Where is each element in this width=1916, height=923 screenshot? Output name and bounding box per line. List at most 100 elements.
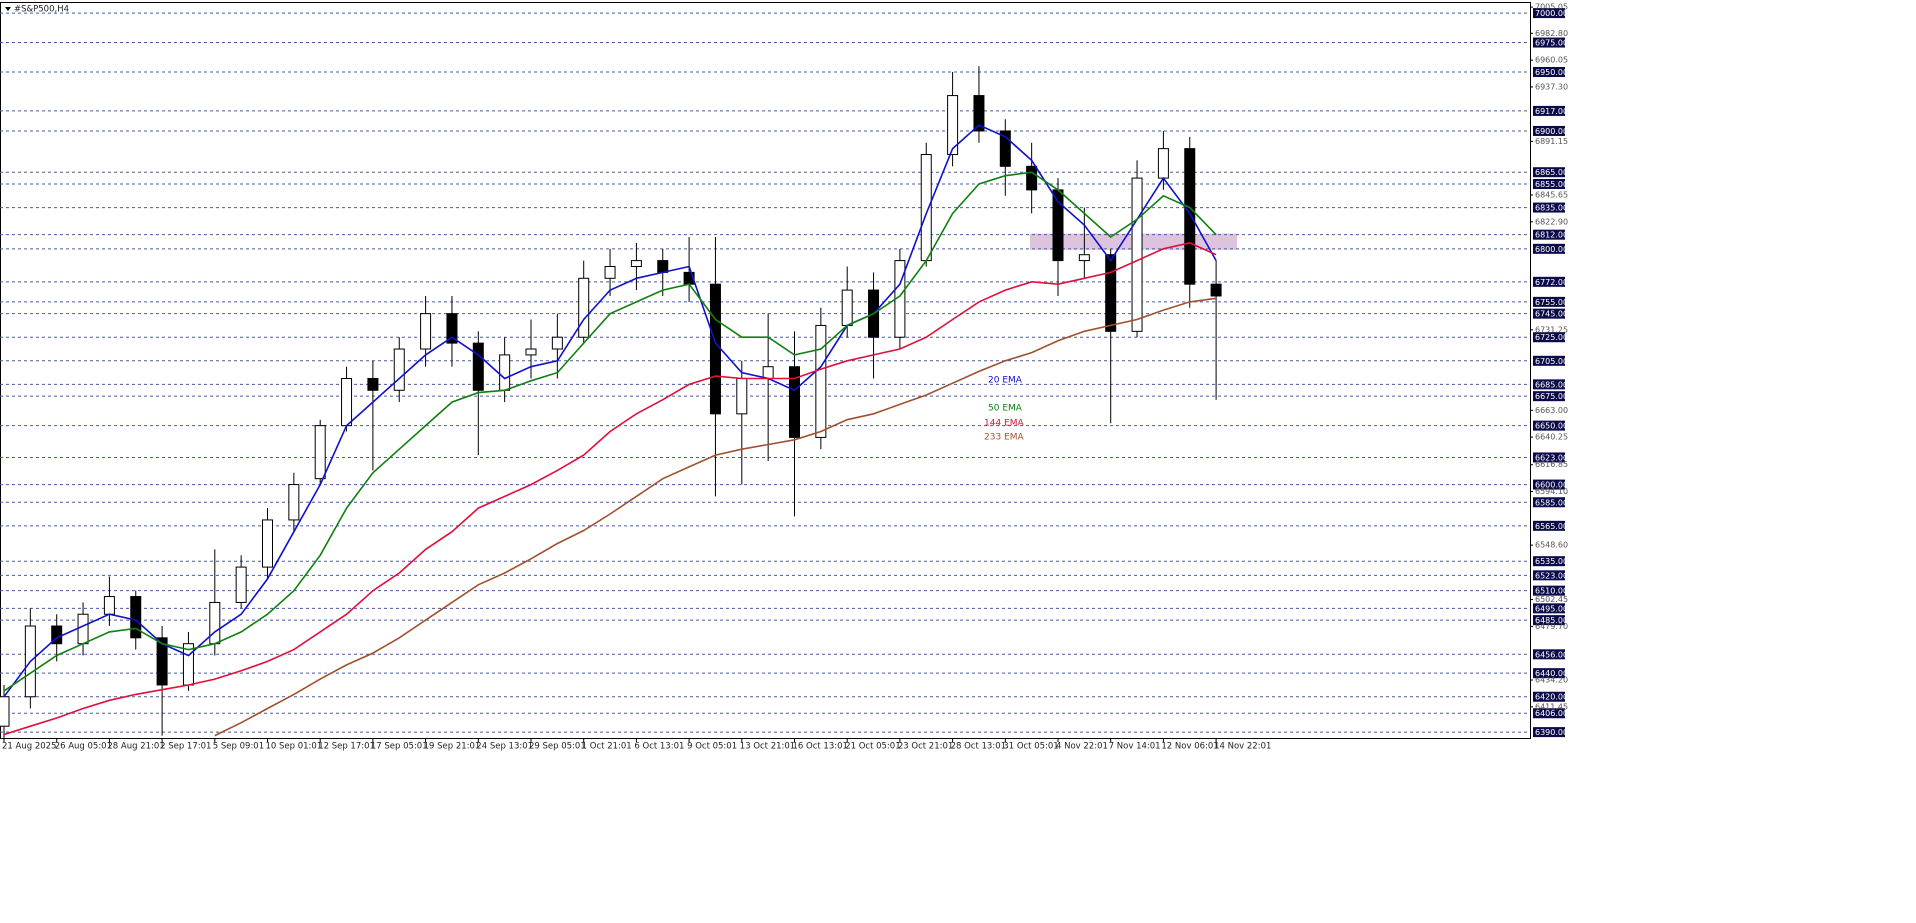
candle-body [1026,165,1038,191]
candle-body [604,266,616,279]
level-label: 6440.00 [1535,669,1568,678]
level-label-box [1533,420,1565,431]
level-label-box [1533,570,1565,581]
candle-body [1105,254,1117,332]
x-tick-label: 16 Oct 13:01 [793,742,848,752]
level-label: 6485.00 [1535,616,1568,625]
level-label-box [1533,125,1565,136]
candle-body [499,354,511,391]
level-label: 6495.00 [1535,604,1568,613]
candle-body [77,613,89,645]
level-label-box [1533,355,1565,366]
x-tick-label: 13 Oct 21:01 [740,742,795,752]
x-tick-label: 28 Aug 21:01 [107,742,164,752]
candle-body [156,637,168,686]
y-tick-label: 6937.30 [1535,82,1568,91]
level-label-box [1533,229,1565,240]
y-tick-label: 6891.15 [1535,137,1568,146]
x-tick-label: 7 Nov 14:01 [1109,742,1161,752]
level-label: 6523.00 [1535,571,1568,580]
level-label: 6456.00 [1535,650,1568,659]
candle-body [1184,148,1196,285]
level-label-box [1533,708,1565,719]
candle-body [130,596,142,639]
candle-body [815,324,827,438]
ema-line [3,124,1217,698]
level-label-box [1533,497,1565,508]
y-tick-label: 7005.05 [1535,3,1568,12]
candle-body [736,377,748,415]
x-tick-label: 2 Sep 17:01 [160,742,211,752]
candle-body [0,696,10,727]
level-label-box [1533,37,1565,48]
x-tick-label: 14 Nov 22:01 [1214,742,1271,752]
y-tick-label: 6434.20 [1535,676,1568,685]
level-label-box [1533,105,1565,116]
level-label: 6725.00 [1535,333,1568,342]
candle-body [762,366,774,379]
level-label-box [1533,178,1565,189]
level-label-box [1533,479,1565,490]
level-label-box [1533,67,1565,78]
candle-body [209,601,221,645]
candle-body [367,377,379,391]
x-tick-label: 29 Sep 05:01 [529,742,586,752]
candle-body [420,313,432,350]
level-label-box [1533,391,1565,402]
level-label-box [1533,8,1565,19]
y-tick-label: 6731.25 [1535,325,1568,334]
level-label: 6535.00 [1535,557,1568,566]
level-label-box [1533,649,1565,660]
y-tick-label: 6502.45 [1535,595,1568,604]
x-tick-label: 28 Oct 13:01 [951,742,1006,752]
candle-body [999,130,1011,167]
candle-body [262,519,273,568]
x-tick-label: 12 Sep 17:01 [318,742,375,752]
candle-body [525,348,537,356]
y-tick-label: 6548.60 [1535,541,1568,550]
level-label: 6623.00 [1535,453,1568,462]
level-label: 6975.00 [1535,39,1568,48]
candle-body [1157,148,1169,179]
y-tick-label: 6663.00 [1535,406,1568,415]
level-label: 6420.00 [1535,693,1568,702]
x-tick-label: 19 Sep 21:01 [424,742,481,752]
x-tick-label: 1 Oct 21:01 [582,742,632,752]
y-tick-label: 6982.80 [1535,29,1568,38]
y-tick-label: 6640.25 [1535,433,1568,442]
x-tick-label: 9 Oct 05:01 [687,742,737,752]
legend-label: 233 EMA [984,433,1024,443]
level-label: 6675.00 [1535,392,1568,401]
level-label: 6745.00 [1535,310,1568,319]
x-tick-label: 12 Nov 06:01 [1161,742,1218,752]
candle-body [1210,283,1222,297]
legend-label: 20 EMA [988,376,1023,386]
level-label-box [1533,520,1565,531]
level-label: 6510.00 [1535,587,1568,596]
menu-arrow[interactable] [5,7,11,11]
level-label: 6800.00 [1535,245,1568,254]
legend-label: 50 EMA [988,404,1023,414]
x-tick-label: 4 Nov 22:01 [1056,742,1108,752]
level-label: 6855.00 [1535,180,1568,189]
level-label: 6600.00 [1535,481,1568,490]
level-label-box [1533,585,1565,596]
level-label: 6900.00 [1535,127,1568,136]
level-label-box [1533,276,1565,287]
level-label: 7000.00 [1535,9,1568,18]
level-label: 6950.00 [1535,68,1568,77]
candle-body [947,95,959,156]
candle-body [789,366,800,438]
candle-body [341,377,353,427]
x-tick-label: 21 Oct 05:01 [845,742,900,752]
x-tick-label: 26 Aug 05:01 [55,742,112,752]
y-tick-label: 6616.85 [1535,460,1568,469]
level-label-box [1533,202,1565,213]
level-label-box [1533,668,1565,679]
level-label-box [1533,379,1565,390]
level-label-box [1533,615,1565,626]
level-label: 6650.00 [1535,422,1568,431]
candle-body [551,336,563,350]
